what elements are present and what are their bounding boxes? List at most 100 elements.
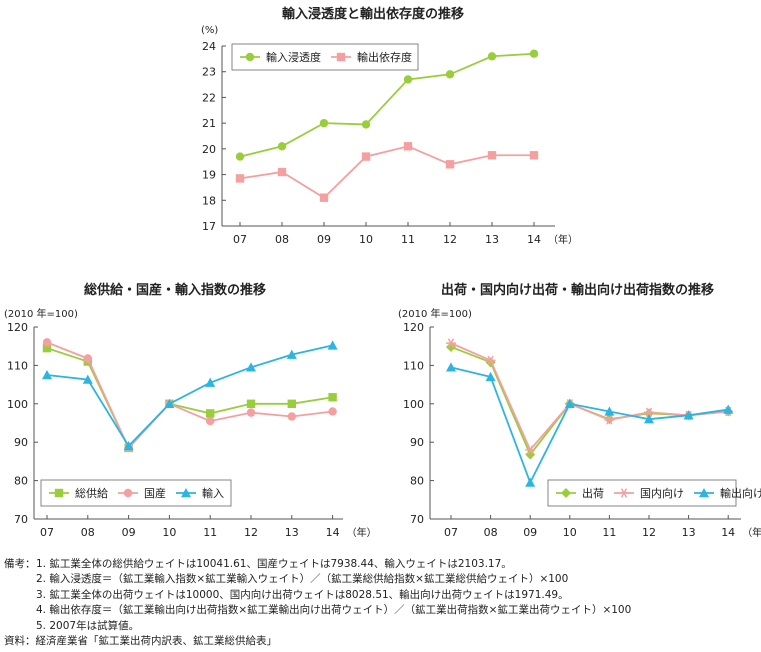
chart3-series-3-point: [644, 414, 654, 424]
chart1-y-tick-label: 24: [202, 40, 216, 53]
chart2-series-2-point: [206, 416, 215, 426]
chart3-title: 出荷・国内向け出荷・輸出向け出荷指数の推移: [441, 283, 715, 298]
chart2-series-1-point: [246, 399, 256, 408]
charts-canvas: 17 18 19 20 21 22 23 24 07 08 09 10 11 12 13 14 （年） 輸入浸透度…: [7, 40, 761, 539]
chart3-y-tick-label: 120: [403, 321, 424, 334]
chart2-series-3-point: [246, 362, 256, 372]
chart3-series-1-point: [525, 449, 536, 460]
chart2-x-tick-label: 12: [244, 526, 258, 539]
chart3-series-2-point: [604, 415, 615, 425]
chart3-x-tick-label: 12: [642, 526, 656, 539]
chart3-x-tick-label: 11: [602, 526, 616, 539]
chart1-x-tick-label: 13: [485, 233, 499, 246]
chart1-series-2-point: [277, 167, 287, 177]
chart2-series-1-point: [287, 399, 296, 408]
chart2-series-1-point: [328, 393, 337, 402]
chart1-y-tick-label: 22: [202, 91, 216, 104]
chart3-x-tick-label: 07: [444, 526, 458, 539]
chart1-legend-label-1: 輸入浸透度: [266, 50, 321, 64]
chart1-y-tick-label: 19: [202, 169, 216, 182]
chart1-legend-swatch-marker: [336, 52, 346, 62]
chart2-x-axis-suffix: （年）: [347, 526, 377, 539]
chart1-series-1-point: [361, 120, 371, 129]
chart1-x-tick-label: 11: [401, 233, 415, 246]
note-line-5: 5. 2007年は試算値。: [36, 619, 140, 632]
chart1-x-tick-label: 08: [275, 233, 289, 246]
chart3-legend-label-3: 輸出向け: [720, 486, 761, 500]
chart1-series-1-point: [319, 118, 329, 128]
chart2-legend-swatch-marker: [54, 488, 64, 498]
chart3-legend-label-2: 国内向け: [640, 486, 684, 500]
chart3-series-3-point: [446, 362, 456, 372]
chart3-series-3-point: [723, 404, 734, 414]
chart3-series-3-point: [525, 477, 536, 487]
chart3-x-axis-suffix: （年）: [742, 526, 761, 539]
chart1-series-2-point: [445, 160, 455, 169]
chart1-legend-box: [231, 43, 419, 71]
chart1-y-tick-label: 18: [202, 194, 216, 207]
chart2-series-2-point: [287, 412, 296, 421]
chart2-series-2-point: [83, 354, 93, 363]
chart2-series-2-point: [42, 338, 52, 347]
chart1-title: 輸入浸透度と輸出依存度の推移: [282, 7, 465, 22]
chart3-legend-label-1: 出荷: [582, 486, 604, 500]
chart1-series-2-point: [403, 142, 413, 151]
chart2-legend-label-2: 国産: [144, 487, 166, 500]
chart3-x-tick-label: 08: [484, 526, 498, 539]
chart2-series-1-point: [42, 343, 52, 353]
note-line-2: 2. 輸入浸透度＝（鉱工業輸入指数×鉱工業輸入ウェイト）／（鉱工業総供給指数×鉱…: [36, 573, 569, 586]
chart3-x-tick-label: 09: [523, 526, 537, 539]
chart1-x-tick-label: 07: [233, 233, 247, 246]
chart1-series-1-point: [235, 152, 245, 161]
chart1-x-tick-label: 14: [527, 233, 541, 246]
chart2-unit: (2010 年=100): [4, 309, 78, 320]
chart3-x-tick-label: 14: [721, 526, 735, 539]
source-line: 資料：経済産業省「鉱工業出荷内訳表、鉱工業総供給表」: [4, 635, 277, 648]
chart3-series-2-line: [450, 342, 729, 452]
chart2-title: 総供給・国産・輸入指数の推移: [84, 283, 267, 298]
chart1-series-2-point: [319, 193, 329, 202]
chart3-y-tick-label: 80: [410, 475, 424, 488]
chart2-series-2-line: [46, 341, 333, 450]
chart1-series-2-line: [239, 145, 534, 199]
chart3-series-3-point: [564, 398, 575, 408]
chart1-y-tick-label: 17: [202, 220, 216, 233]
chart2-y-tick-label: 70: [14, 513, 28, 526]
chart3-legend-swatch-marker: [699, 488, 709, 498]
chart3-series-3-point: [683, 410, 694, 420]
chart1-series-1-point: [529, 49, 539, 58]
chart2-series-3-point: [42, 370, 52, 380]
chart1-series-2-point: [529, 151, 539, 160]
chart2-x-tick-label: 10: [162, 526, 176, 539]
chart1-series-1-point: [487, 52, 497, 61]
chart3-legend-swatch-marker: [561, 488, 571, 498]
chart2-legend-label-3: 輸入: [202, 486, 224, 500]
chart3-series-2-point: [485, 355, 496, 366]
chart1-x-axis-suffix: （年）: [548, 233, 578, 246]
chart3-series-3-point: [485, 371, 496, 382]
chart1-series-1-point: [403, 75, 413, 84]
chart1-series-2-point: [487, 151, 497, 160]
chart3-series-3-line: [450, 366, 729, 485]
chart2-y-tick-label: 80: [14, 475, 28, 488]
chart3-y-tick-label: 90: [410, 436, 424, 449]
note-line-3: 3. 鉱工業全体の出荷ウェイトは10000、国内向け出荷ウェイトは8028.51…: [36, 588, 569, 601]
chart1-x-tick-label: 09: [317, 233, 331, 246]
chart2-x-tick-label: 07: [40, 526, 54, 539]
chart2-legend-label-1: 総供給: [75, 486, 108, 500]
chart2-x-tick-label: 09: [122, 526, 136, 539]
chart1-y-tick-label: 21: [202, 117, 216, 130]
chart3-series-3-point: [604, 406, 615, 416]
notes-block: 備考： 1. 鉱工業全体の総供給ウェイトは10041.61、国産ウェイトは793…: [4, 557, 631, 649]
chart2-series-3-line: [46, 344, 333, 448]
chart3-unit: (2010 年=100): [398, 309, 472, 320]
chart2-y-tick-label: 110: [7, 359, 28, 372]
chart2-series-1-line: [46, 347, 333, 450]
chart2-x-tick-label: 11: [203, 526, 217, 539]
chart2-y-tick-label: 100: [7, 398, 28, 411]
chart1-x-tick-label: 10: [359, 233, 373, 246]
chart2-series-3-point: [164, 398, 175, 408]
chart2-series-1-point: [206, 409, 215, 418]
note-line-4: 4. 輸出依存度＝（鉱工業輸出向け出荷指数×鉱工業輸出向け出荷ウェイト）／（鉱工…: [36, 604, 632, 617]
chart2-y-tick-label: 120: [7, 321, 28, 334]
